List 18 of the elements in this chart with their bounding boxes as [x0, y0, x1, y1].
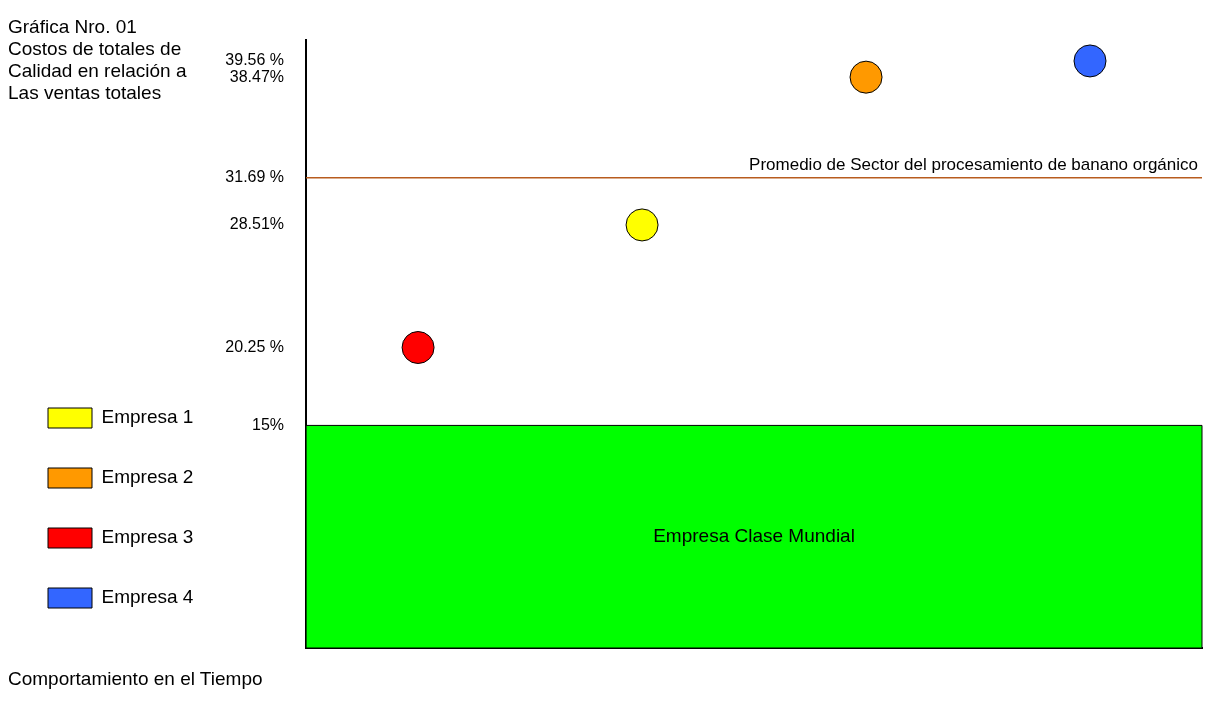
legend-label: Empresa 2: [101, 466, 194, 488]
text: Comportamiento en el Tiempo: [8, 668, 263, 690]
legend-label: Empresa 4: [101, 586, 194, 608]
text: Gráfica Nro. 01 Costos de totales de Calidad en relación a Las ventas totales: [8, 16, 187, 104]
legend-label: Empresa 1: [101, 406, 194, 428]
legend-label: Empresa 3: [101, 526, 194, 548]
band-label: Empresa Clase Mundial: [653, 524, 855, 546]
point: [849, 60, 883, 94]
point: [625, 208, 659, 242]
y-tick-label: 28.51%: [229, 215, 285, 233]
ref-line-label: Promedio de Sector del procesamiento de banano orgánico: [749, 154, 1198, 174]
y-tick-label: 39.56 %: [225, 51, 285, 69]
y-tick-label: 31.69 %: [225, 168, 285, 186]
y-tick-label: 38.47%: [229, 67, 285, 85]
y-tick-label: 20.25 %: [225, 337, 285, 355]
y-tick-label: 15%: [252, 415, 285, 433]
point: [401, 331, 435, 365]
point: [1073, 44, 1107, 78]
